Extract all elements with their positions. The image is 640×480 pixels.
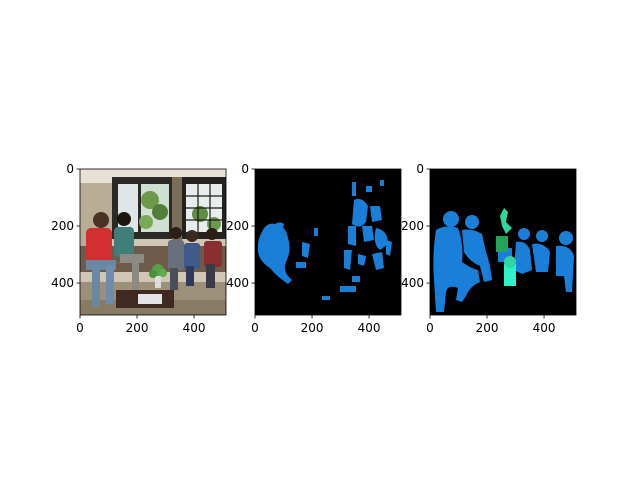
y-tick-label: 400	[226, 276, 249, 290]
ground-truth-mask-frame	[429, 168, 577, 316]
x-tick-label: 200	[476, 321, 499, 335]
x-tick-label: 0	[426, 321, 434, 335]
x-tick-label: 400	[358, 321, 381, 335]
y-tick-label: 400	[51, 276, 74, 290]
y-tick-label: 200	[226, 219, 249, 233]
x-tick-label: 400	[533, 321, 556, 335]
ground-truth-mask-axes: 0 200 400 0 200 400	[401, 162, 555, 335]
y-tick-label: 0	[66, 162, 74, 176]
y-tick-label: 200	[401, 219, 424, 233]
ground-truth-mask-regions	[433, 208, 574, 312]
photo-frame	[79, 168, 227, 316]
y-tick-label: 200	[51, 219, 74, 233]
y-tick-label: 400	[401, 276, 424, 290]
photo-axes: 0 200 400 0 200 400	[51, 162, 205, 335]
x-tick-label: 200	[126, 321, 149, 335]
prediction-mask-panel	[254, 168, 402, 316]
x-tick-label: 0	[76, 321, 84, 335]
photo-panel	[79, 168, 227, 316]
y-tick-label: 0	[241, 162, 249, 176]
prediction-mask-axes: 0 200 400 0 200 400	[226, 162, 380, 335]
axes-layer: 0 200 400 0 200 400 0 200 400 0 200 400 0 200 400 0 200 4…	[51, 162, 555, 335]
x-tick-label: 0	[251, 321, 259, 335]
prediction-mask-frame	[254, 168, 402, 316]
ground-truth-mask-panel	[429, 168, 577, 316]
x-tick-label: 200	[301, 321, 324, 335]
y-tick-label: 0	[416, 162, 424, 176]
prediction-mask-regions	[257, 180, 392, 300]
photo-image	[80, 169, 226, 315]
x-tick-label: 400	[183, 321, 206, 335]
